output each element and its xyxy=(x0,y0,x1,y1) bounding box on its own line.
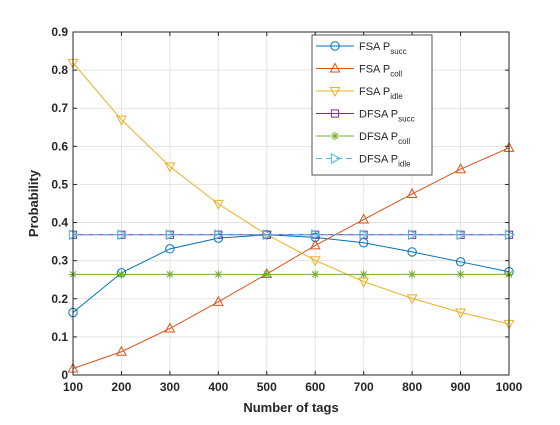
x-tick-label: 1000 xyxy=(496,380,523,394)
axes-box xyxy=(72,31,510,376)
data-point xyxy=(262,270,271,279)
legend-item-5: DFSA Pcoll xyxy=(316,131,410,146)
data-point xyxy=(406,187,418,198)
data-point xyxy=(311,270,320,279)
data-point xyxy=(505,229,516,241)
legend-item-4: DFSA Psucc xyxy=(316,109,415,124)
data-point xyxy=(456,229,467,241)
y-tick-label: 0.6 xyxy=(51,139,68,153)
data-point xyxy=(329,62,341,73)
data-point xyxy=(116,115,127,126)
x-tick-label: 700 xyxy=(354,380,374,394)
data-point xyxy=(117,270,126,279)
data-point-stroke xyxy=(331,132,339,140)
series-layer xyxy=(67,58,516,373)
data-point xyxy=(309,239,321,250)
y-axis-label: Probability xyxy=(26,169,41,237)
legend-label: FSA Pidle xyxy=(359,86,403,101)
data-point xyxy=(329,87,341,98)
data-point xyxy=(212,295,224,306)
data-point xyxy=(407,247,417,257)
x-tick-label: 600 xyxy=(305,380,325,394)
series-5 xyxy=(68,270,514,279)
data-point xyxy=(407,270,417,279)
data-point xyxy=(212,199,224,210)
data-point xyxy=(330,131,340,141)
y-tick-label: 0 xyxy=(61,368,68,382)
data-point xyxy=(359,270,368,279)
legend-item-6: DFSA Pidle xyxy=(316,153,411,169)
y-tick-label: 0.1 xyxy=(51,330,68,344)
x-tick-label: 900 xyxy=(451,380,471,394)
data-point-stroke xyxy=(118,271,125,278)
data-point xyxy=(309,256,321,267)
data-point-stroke xyxy=(166,271,174,278)
data-point xyxy=(214,229,225,241)
data-point xyxy=(311,229,322,241)
data-point xyxy=(455,163,466,174)
series-line xyxy=(72,147,510,369)
data-point xyxy=(164,162,176,173)
axes xyxy=(72,31,510,376)
data-point-stroke xyxy=(457,271,464,278)
legend-label: DFSA Pidle xyxy=(359,154,411,169)
data-point xyxy=(165,244,175,254)
y-tick-label: 0.3 xyxy=(51,254,68,268)
plot-background xyxy=(73,32,509,375)
x-tick-label: 400 xyxy=(208,380,228,394)
y-tick-label: 0.5 xyxy=(51,177,68,191)
legend-label: DFSA Pcoll xyxy=(359,131,410,146)
data-point xyxy=(310,232,320,243)
x-axis-label: Number of tags xyxy=(243,400,338,415)
data-point xyxy=(214,270,223,279)
x-tick-label: 300 xyxy=(160,380,180,394)
data-point xyxy=(116,345,127,356)
data-point-stroke xyxy=(360,271,368,278)
y-tick-label: 0.2 xyxy=(51,292,68,306)
data-point xyxy=(358,213,370,224)
data-point-stroke xyxy=(214,271,222,278)
data-point xyxy=(456,270,465,279)
data-point xyxy=(165,229,176,241)
x-tick-label: 200 xyxy=(111,380,131,394)
legend-label: FSA Pcoll xyxy=(359,64,402,79)
series-6 xyxy=(69,229,516,241)
data-point-stroke xyxy=(408,271,416,278)
y-tick-label: 0.7 xyxy=(51,101,68,115)
data-point xyxy=(262,229,273,241)
data-point-stroke xyxy=(263,271,271,278)
data-point xyxy=(408,229,419,241)
data-point xyxy=(213,233,224,243)
data-point xyxy=(455,257,466,267)
data-point xyxy=(165,270,175,279)
data-point xyxy=(359,229,370,241)
data-point xyxy=(406,294,418,305)
data-point-stroke xyxy=(311,271,319,278)
data-point xyxy=(330,41,340,51)
y-tick-label: 0.4 xyxy=(51,216,68,230)
data-point xyxy=(69,229,80,241)
data-point xyxy=(164,322,176,333)
x-tick-label: 100 xyxy=(63,380,83,394)
legend-item-3: FSA Pidle xyxy=(316,86,403,101)
legend-box xyxy=(311,34,433,176)
legend-label: DFSA Psucc xyxy=(359,109,415,124)
tick-labels: 100 200 300 400 500 600 700 800 900 1000 0 0.1 0.2 0.… xyxy=(51,25,522,394)
data-point xyxy=(117,229,128,241)
legend-label: FSA Psucc xyxy=(359,41,407,56)
series-line xyxy=(72,62,510,325)
legend: FSA Psucc FSA Pcoll FSA Pidle DFSA Psucc DFS… xyxy=(311,34,433,176)
data-point xyxy=(330,109,340,118)
y-tick-label: 0.8 xyxy=(51,63,68,77)
data-point xyxy=(331,153,342,164)
x-tick-label: 800 xyxy=(402,380,422,394)
legend-item-1: FSA Psucc xyxy=(316,41,407,56)
y-tick-label: 0.9 xyxy=(51,25,68,39)
legend-item-2: FSA Pcoll xyxy=(316,62,402,79)
series-line xyxy=(72,234,510,313)
data-point xyxy=(455,308,466,319)
x-tick-label: 500 xyxy=(257,380,277,394)
